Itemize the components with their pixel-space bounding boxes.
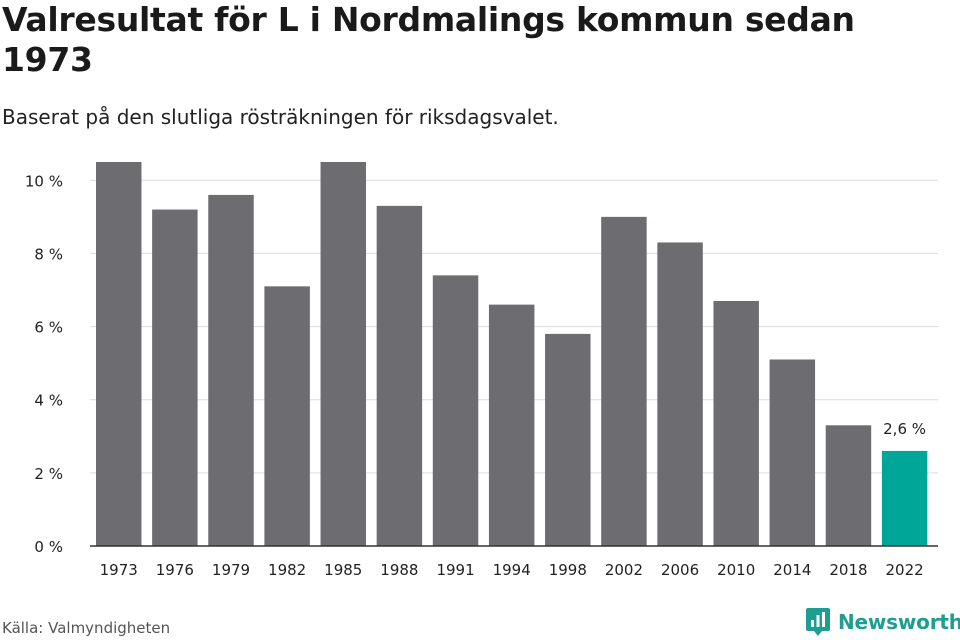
x-tick-label: 2018: [829, 561, 867, 579]
bar-1994: [488, 304, 535, 546]
bar-2022: [881, 450, 928, 546]
bar-1982: [264, 286, 310, 546]
x-tick-label: 2010: [717, 561, 755, 579]
y-tick-label: 10 %: [25, 172, 63, 190]
bar-1973: [96, 162, 142, 546]
y-tick-label: 4 %: [34, 392, 63, 410]
bar-2018: [825, 425, 872, 546]
x-tick-label: 1985: [324, 561, 362, 579]
chart-subtitle: Baserat på den slutliga rösträkningen fö…: [2, 105, 559, 129]
x-tick-label: 1991: [436, 561, 474, 579]
x-tick-label: 2002: [605, 561, 643, 579]
x-tick-label: 1998: [549, 561, 587, 579]
source-note: Källa: Valmyndigheten: [2, 619, 171, 637]
y-tick-label: 8 %: [34, 245, 63, 263]
x-tick-label: 2022: [886, 561, 924, 579]
brand-name: Newsworthy: [838, 610, 960, 634]
x-tick-label: 1973: [100, 561, 138, 579]
x-tick-label: 1994: [493, 561, 531, 579]
bar-2002: [601, 216, 647, 546]
x-tick-label: 2014: [773, 561, 811, 579]
bar-1988: [376, 205, 423, 546]
bar-2014: [769, 359, 816, 546]
data-label: 2,6 %: [883, 420, 926, 438]
x-tick-label: 1988: [380, 561, 418, 579]
bar-1991: [432, 275, 479, 546]
brand-logo: Newsworthy: [805, 607, 960, 637]
x-tick-label: 1982: [268, 561, 306, 579]
x-tick-label: 2006: [661, 561, 699, 579]
y-tick-label: 6 %: [34, 319, 63, 337]
newsworthy-logo-icon: [806, 608, 830, 636]
y-tick-label: 2 %: [34, 465, 63, 483]
bar-1979: [208, 194, 254, 546]
chart-title: Valresultat för L i Nordmalings kommun s…: [2, 0, 855, 79]
bar-1985: [320, 162, 367, 546]
x-tick-label: 1979: [212, 561, 250, 579]
bar-1998: [545, 333, 591, 546]
bar-2006: [657, 242, 703, 546]
y-tick-label: 0 %: [34, 538, 63, 556]
x-tick-label: 1976: [156, 561, 194, 579]
bar-1976: [152, 209, 198, 547]
bar-2010: [713, 300, 759, 546]
